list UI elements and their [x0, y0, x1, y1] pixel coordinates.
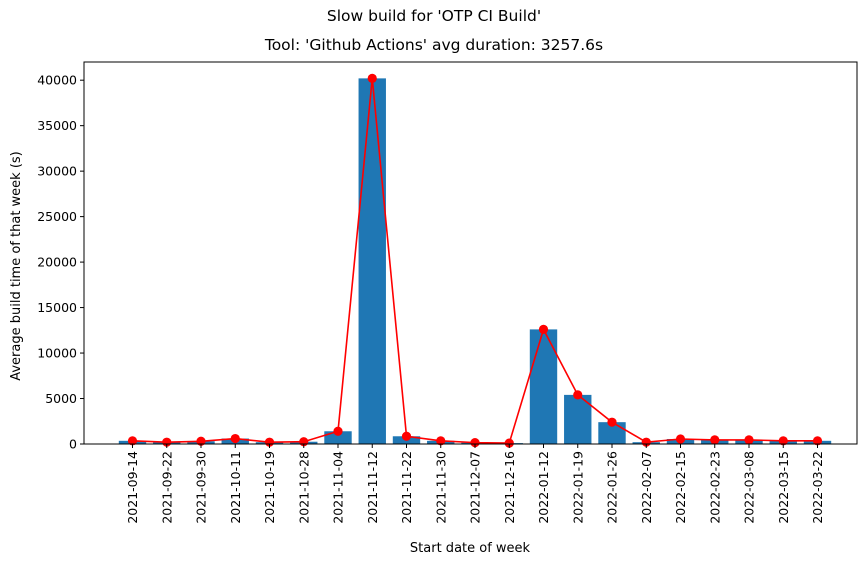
chart-title: Slow build for 'OTP CI Build' [326, 7, 542, 25]
line-point [607, 417, 617, 427]
x-tick-label: 2021-11-30 [433, 451, 448, 524]
y-tick-label: 0 [69, 437, 77, 452]
y-tick-label: 25000 [37, 209, 77, 224]
line-point [436, 436, 446, 446]
line-point [778, 436, 788, 446]
x-tick-label: 2021-12-07 [468, 451, 483, 524]
line-point [538, 324, 549, 334]
line-series [127, 73, 823, 448]
line-point [367, 73, 377, 83]
y-tick-label: 35000 [37, 118, 77, 133]
line-point [333, 426, 343, 436]
y-axis-label: Average build time of that week (s) [9, 151, 24, 381]
x-axis: 2021-09-14 2021-09-22 2021-09-30 2021-10-11… [125, 444, 825, 524]
line-point [504, 438, 514, 448]
y-tick-label: 5000 [45, 391, 77, 406]
y-tick-label: 15000 [37, 300, 77, 315]
line-path [132, 78, 818, 444]
x-tick-label: 2022-01-19 [570, 451, 585, 524]
x-tick-label: 2022-02-15 [673, 451, 688, 524]
line-point [710, 435, 720, 445]
x-tick-label: 2022-03-15 [776, 451, 791, 524]
x-tick-label: 2021-11-04 [331, 451, 346, 524]
bar [598, 422, 626, 444]
x-tick-label: 2022-02-23 [707, 451, 722, 524]
bar-series [118, 78, 832, 444]
x-axis-label: Start date of week [410, 541, 531, 556]
y-tick-label: 10000 [37, 346, 77, 361]
chart-subtitle: Tool: 'Github Actions' avg duration: 325… [264, 36, 604, 54]
y-tick-label: 30000 [37, 164, 77, 179]
plot-frame [83, 61, 858, 445]
line-point [127, 436, 138, 446]
x-tick-label: 2021-11-22 [399, 451, 414, 524]
y-axis: 0 5000 10000 15000 20000 25000 30000 35000 40000 [37, 73, 84, 452]
y-tick-label: 20000 [37, 255, 77, 270]
line-point [744, 435, 754, 445]
line-point [470, 438, 480, 448]
bar [358, 78, 386, 444]
line-point [230, 433, 240, 444]
y-tick-label: 40000 [37, 73, 77, 88]
x-tick-label: 2022-01-12 [536, 451, 551, 524]
line-point [401, 431, 412, 441]
x-tick-label: 2022-03-08 [742, 451, 757, 524]
x-tick-label: 2022-01-26 [605, 451, 620, 524]
x-tick-label: 2021-10-19 [262, 451, 277, 524]
line-point [812, 436, 823, 446]
x-tick-label: 2021-09-22 [159, 451, 174, 524]
line-point [675, 434, 686, 444]
x-tick-label: 2021-09-14 [125, 451, 140, 524]
x-tick-label: 2022-02-07 [639, 451, 654, 524]
x-tick-label: 2021-11-12 [365, 451, 380, 524]
x-tick-label: 2022-03-22 [810, 451, 825, 524]
bar [324, 431, 352, 444]
x-tick-label: 2021-12-16 [502, 451, 517, 524]
x-tick-label: 2021-10-28 [296, 451, 311, 524]
x-tick-label: 2021-09-30 [194, 451, 209, 524]
line-point [573, 390, 583, 400]
x-tick-label: 2021-10-11 [228, 451, 243, 524]
